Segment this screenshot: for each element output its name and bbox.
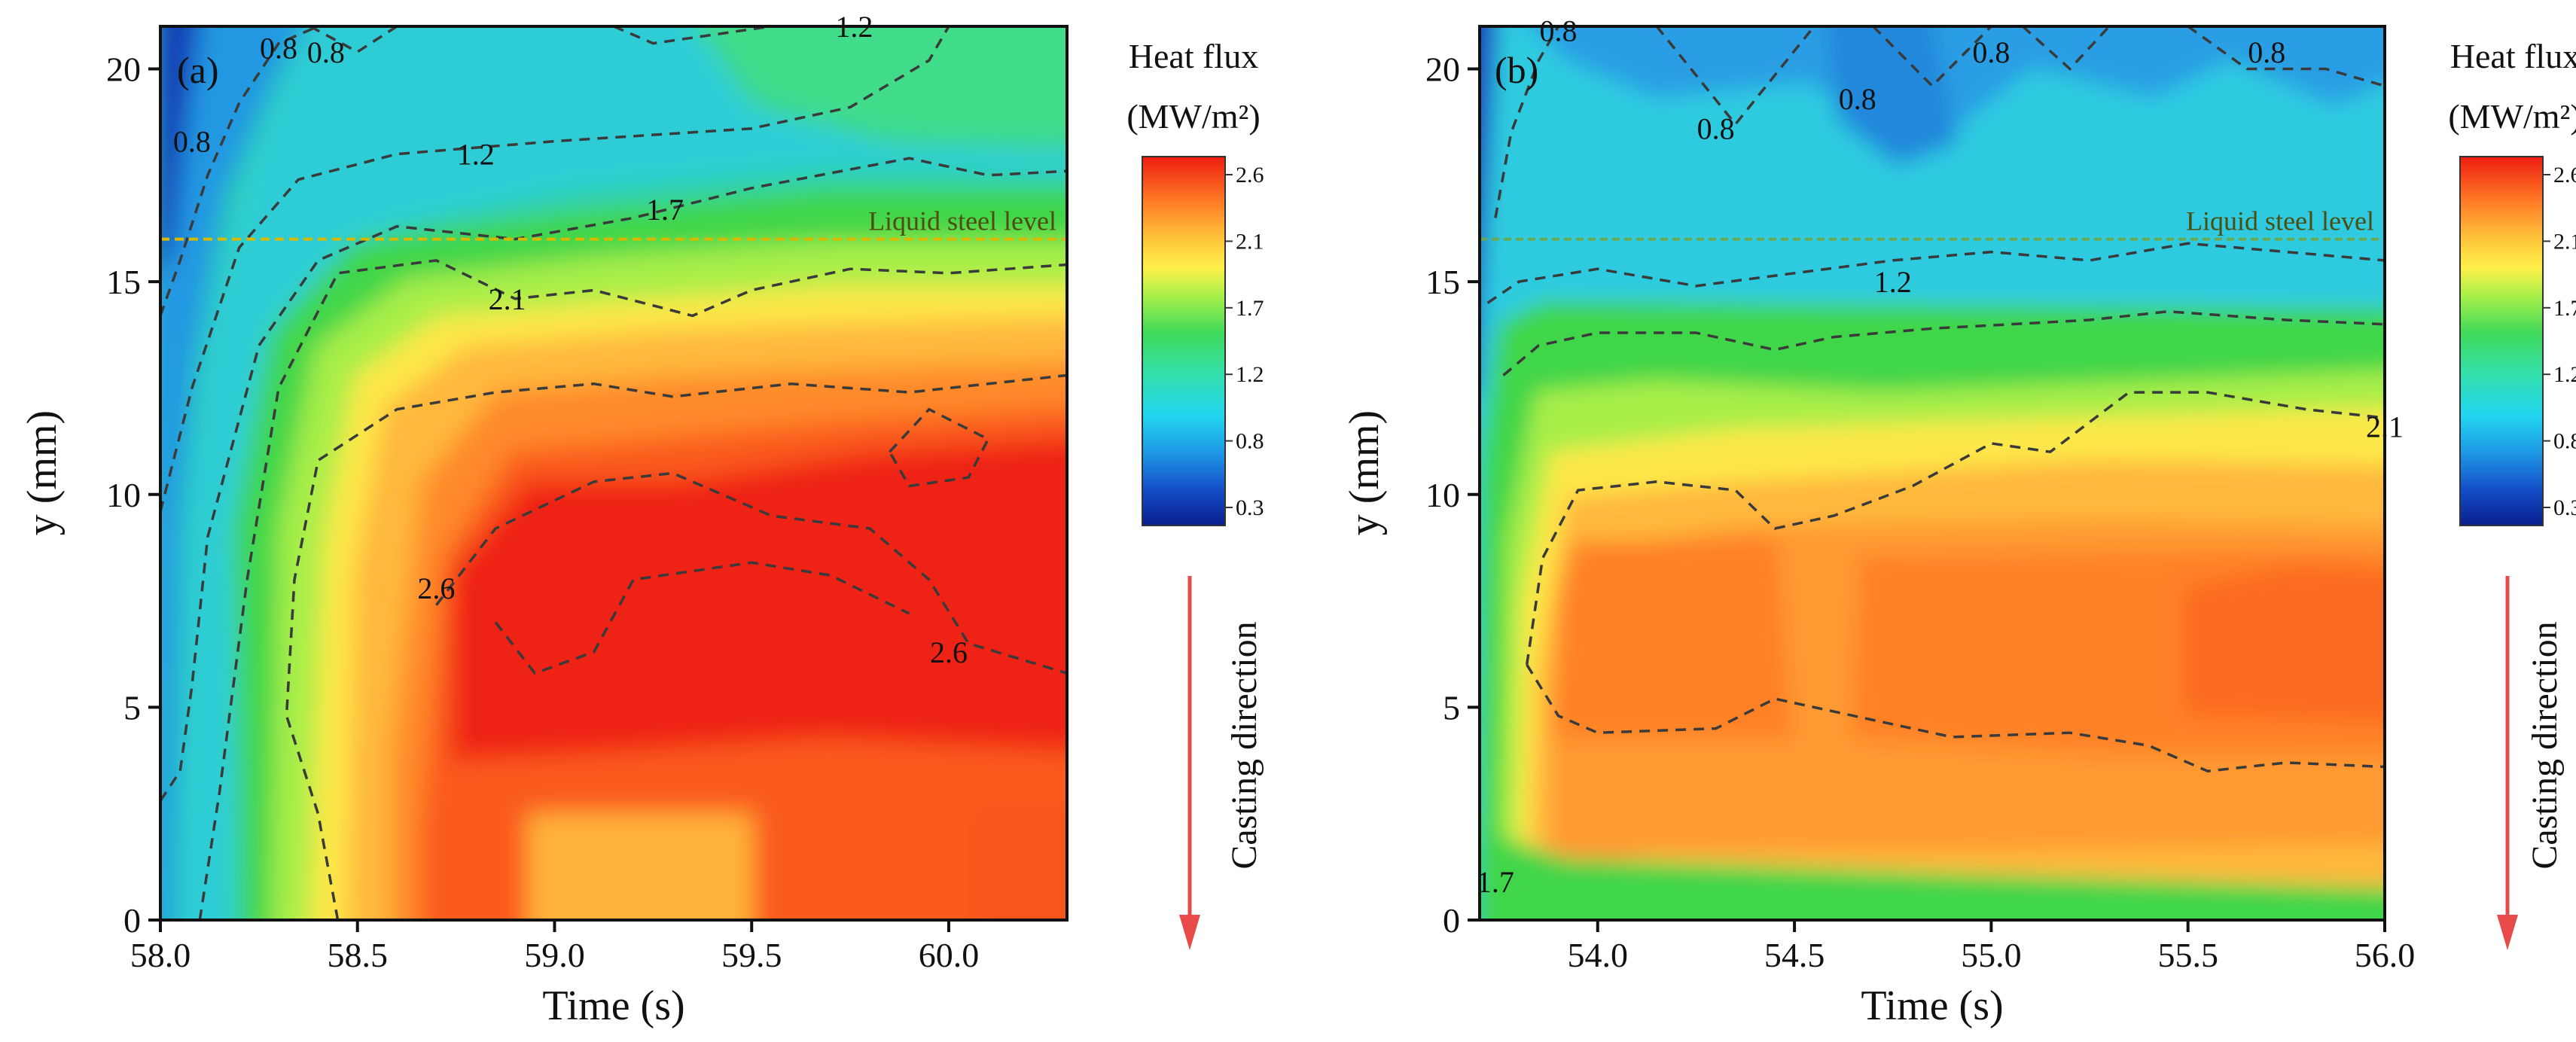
- x-axis-title-b: Time (s): [1861, 983, 2003, 1029]
- plot-frame-b: [1478, 25, 2386, 922]
- contour-a-2-6-8: [494, 561, 910, 675]
- x-tick-label-b-0: 54.0: [1568, 936, 1629, 974]
- contour-label-a-4: 1.2: [457, 138, 495, 172]
- plot-frame-a: [159, 25, 1069, 922]
- contour-label-a-2: 0.8: [173, 125, 211, 159]
- colorbar-tick-label-a-4: 0.8: [1236, 429, 1264, 454]
- contour-label-a-0: 0.8: [260, 31, 297, 65]
- x-tick-label-b-1: 54.5: [1764, 936, 1825, 974]
- colorbar-tick-label-a-3: 1.2: [1236, 362, 1264, 387]
- colorbar-tick-label-a-1: 2.1: [1236, 229, 1264, 254]
- y-axis-title-b: y (mm): [1341, 410, 1388, 535]
- x-tick-label-b-3: 55.5: [2157, 936, 2218, 974]
- contour-a-1-7-4: [160, 157, 1067, 802]
- colorbar-title-b-line1: Heat flux: [2450, 37, 2576, 75]
- y-tick-label-b-3: 15: [1425, 263, 1460, 301]
- contour-b-0-8-3: [2022, 26, 2111, 71]
- contour-a-2-6-9: [888, 407, 990, 488]
- contour-label-b-1: 0.8: [1697, 112, 1735, 146]
- contour-a-2-1-5: [198, 259, 1067, 920]
- colorbar-ticks-a: 2.6 2.1 1.7 1.2 0.8 0.3: [1225, 163, 1264, 520]
- contour-labels-b: 0.80.80.80.8 0.81.22.11.7: [1477, 14, 2404, 899]
- x-tick-label-a-0: 58.0: [130, 936, 191, 974]
- contour-lines-a: [160, 26, 1067, 920]
- casting-arrow-head-a: [1179, 915, 1200, 950]
- y-tick-label-b-4: 20: [1425, 50, 1460, 89]
- colorbar-title-a-line2: (MW/m²): [1126, 97, 1260, 136]
- heatmap-b-field: [1480, 26, 2385, 920]
- colorbar-a: [1142, 156, 1226, 526]
- x-tick-label-a-3: 59.5: [721, 936, 782, 974]
- colorbar-tick-label-b-3: 1.2: [2553, 362, 2576, 387]
- liquid-steel-level-label-b: Liquid steel level: [2186, 206, 2374, 236]
- contour-b-0-8-4: [2187, 26, 2385, 87]
- contour-b-2-1-7: [1525, 391, 2385, 666]
- colorbar-title-a-line1: Heat flux: [1129, 37, 1258, 75]
- contour-label-a-6: 2.1: [489, 282, 526, 316]
- contour-a-1-2-2: [160, 26, 950, 512]
- y-tick-label-a-4: 20: [106, 50, 141, 89]
- contour-a-2-6-7: [435, 471, 1067, 675]
- contour-label-b-7: 1.7: [1477, 865, 1514, 899]
- casting-direction-label-b: Casting direction: [2525, 621, 2565, 869]
- contour-b-0-8-1: [1655, 26, 1815, 126]
- axis-ticks-b: 54.0 54.5 55.0 55.5 56.0 0 5 10 15 20: [1425, 50, 2415, 974]
- contour-label-b-0: 0.8: [1540, 14, 1578, 48]
- liquid-steel-level-label-a: Liquid steel level: [868, 206, 1056, 236]
- colorbar-tick-label-b-1: 2.1: [2553, 229, 2576, 254]
- casting-arrow-head-b: [2497, 915, 2518, 950]
- contour-label-a-7: 2.6: [417, 571, 455, 605]
- contour-b-2-1-8: [1526, 663, 2385, 772]
- contour-label-b-5: 1.2: [1874, 265, 1912, 299]
- colorbar-title-b-line2: (MW/m²): [2448, 97, 2576, 136]
- x-tick-label-a-2: 59.0: [524, 936, 585, 974]
- x-tick-label-a-4: 60.0: [919, 936, 980, 974]
- heatmap-a-field: [160, 26, 1067, 920]
- colorbar-tick-label-b-5: 0.3: [2553, 495, 2576, 520]
- colorbar-tick-label-b-0: 2.6: [2553, 163, 2576, 187]
- contour-b-1-2-5: [1486, 242, 2385, 304]
- y-tick-label-b-0: 0: [1443, 901, 1460, 940]
- y-tick-label-a-2: 10: [106, 476, 141, 514]
- panel-b: 0.8 0.8 0.8 0.8 0.8 1.2 2.1 1.7 Liquid steel le…: [1341, 14, 2576, 1029]
- axis-ticks-a: 58.0 58.5 59.0 59.5 60.0 0 5 10 15 20: [106, 50, 979, 974]
- colorbar-tick-label-a-2: 1.7: [1236, 296, 1264, 321]
- contour-a-1-2-3: [613, 26, 772, 45]
- contour-label-b-4: 0.8: [2248, 35, 2285, 69]
- contour-labels-a: 0.8 0.80.81.21.21.72.12.62.6: [173, 10, 968, 669]
- colorbar-tick-label-b-4: 0.8: [2553, 429, 2576, 454]
- contour-label-b-3: 0.8: [1972, 35, 2010, 69]
- x-axis-title-a: Time (s): [542, 983, 684, 1029]
- y-tick-label-b-2: 10: [1425, 476, 1460, 514]
- y-tick-label-a-3: 15: [106, 263, 141, 301]
- colorbar-ticks-b: 2.6 2.1 1.7 1.2 0.8 0.3: [2543, 163, 2576, 520]
- contour-b-0-8-0: [1494, 26, 1560, 218]
- panel-label-b: (b): [1495, 49, 1538, 91]
- panel-a: 0.8 0.8 0.8 1.2 1.2 1.7 2.1 2.6 2.6 Liquid steel…: [19, 10, 1264, 1029]
- contour-label-a-5: 1.7: [646, 193, 684, 227]
- x-tick-label-b-4: 56.0: [2355, 936, 2416, 974]
- y-tick-label-a-1: 5: [123, 688, 141, 727]
- contour-lines-b: [1486, 26, 2385, 772]
- contour-label-a-8: 2.6: [930, 635, 968, 669]
- colorbar-b: [2459, 156, 2544, 526]
- y-axis-title-a: y (mm): [19, 410, 66, 535]
- panel-label-a: (a): [177, 49, 219, 91]
- y-tick-label-b-1: 5: [1443, 688, 1460, 727]
- colorbar-tick-label-a-5: 0.3: [1236, 495, 1264, 520]
- colorbar-tick-label-a-0: 2.6: [1236, 163, 1264, 187]
- x-tick-label-b-2: 55.0: [1961, 936, 2022, 974]
- contour-b-0-8-2: [1872, 26, 1992, 88]
- contour-a-0-8-0: [160, 26, 319, 316]
- contour-label-a-1: 0.8: [307, 35, 345, 69]
- casting-direction-label-a: Casting direction: [1224, 621, 1264, 869]
- colorbar-tick-label-b-2: 1.7: [2553, 296, 2576, 321]
- y-tick-label-a-0: 0: [123, 901, 141, 940]
- x-tick-label-a-1: 58.5: [327, 936, 388, 974]
- contour-label-b-2: 0.8: [1839, 82, 1876, 116]
- contour-b-1-7-6: [1502, 309, 2385, 376]
